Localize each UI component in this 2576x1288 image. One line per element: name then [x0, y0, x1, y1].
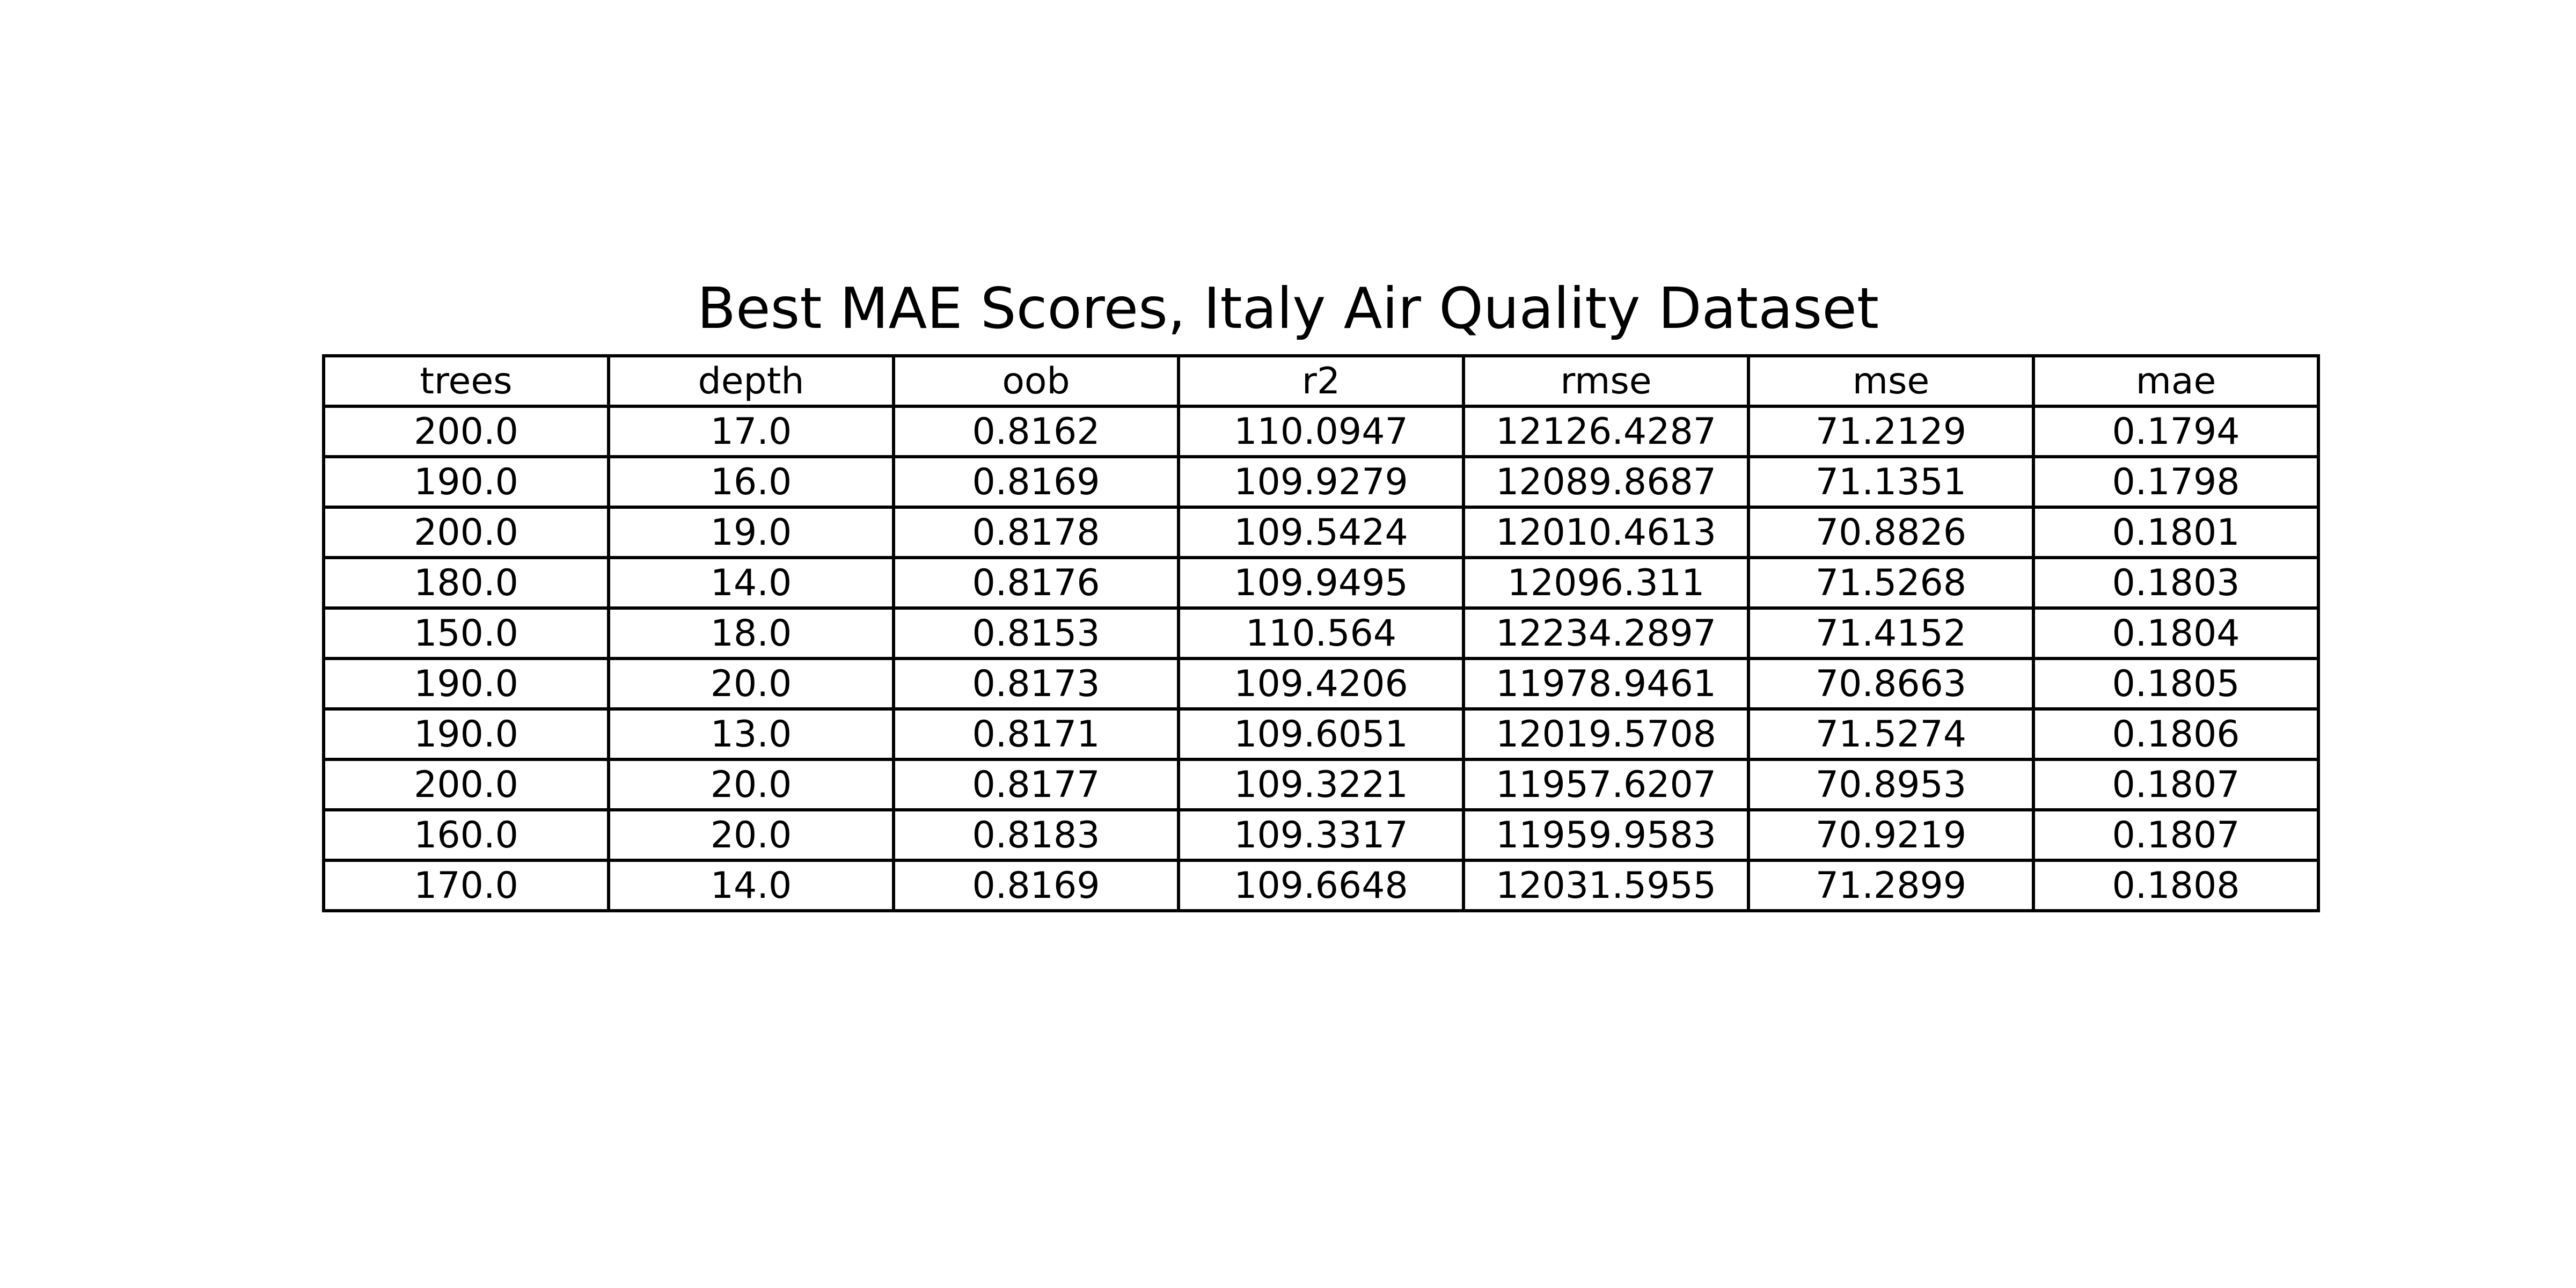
table-cell-depth: 20.0: [607, 758, 895, 811]
table-row: 190.0 20.0 0.8173 109.4206 11978.9461 70.8663…: [322, 657, 2320, 711]
table-cell-mse: 71.4152: [1747, 606, 2035, 660]
table-cell-depth: 19.0: [607, 506, 895, 559]
table-cell-rmse: 12031.5955: [1462, 859, 1750, 912]
table-cell-mae: 0.1808: [2032, 859, 2320, 912]
table-row: 180.0 14.0 0.8176 109.9495 12096.311 71.5268 0…: [322, 556, 2320, 610]
chart-title: Best MAE Scores, Italy Air Quality Datas…: [697, 276, 1879, 341]
table-cell-mae: 0.1804: [2032, 606, 2320, 660]
table-cell-oob: 0.8169: [892, 455, 1180, 509]
table-cell-depth: 17.0: [607, 405, 895, 458]
table-cell-trees: 150.0: [322, 606, 610, 660]
table-row: 150.0 18.0 0.8153 110.564 12234.2897 71.4152 0…: [322, 606, 2320, 660]
table-cell-oob: 0.8153: [892, 606, 1180, 660]
table-cell-rmse: 12089.8687: [1462, 455, 1750, 509]
table-cell-r2: 109.9495: [1177, 556, 1465, 610]
table-cell-mse: 71.5268: [1747, 556, 2035, 610]
table-cell-depth: 20.0: [607, 808, 895, 862]
table-row: 200.0 19.0 0.8178 109.5424 12010.4613 70.8826…: [322, 506, 2320, 559]
column-header-mse: mse: [1747, 354, 2035, 408]
table-cell-r2: 109.4206: [1177, 657, 1465, 711]
table-cell-rmse: 12019.5708: [1462, 707, 1750, 761]
table-header: trees depth oob r2 rmse mse mae: [322, 354, 2320, 408]
table-cell-depth: 18.0: [607, 606, 895, 660]
table-row: 170.0 14.0 0.8169 109.6648 12031.5955 71.2899…: [322, 859, 2320, 912]
header-row: trees depth oob r2 rmse mse mae: [322, 354, 2320, 408]
table-cell-mse: 70.8663: [1747, 657, 2035, 711]
table-cell-mae: 0.1807: [2032, 808, 2320, 862]
table-cell-mse: 70.9219: [1747, 808, 2035, 862]
table-cell-mae: 0.1794: [2032, 405, 2320, 458]
table-cell-depth: 13.0: [607, 707, 895, 761]
table-row: 190.0 13.0 0.8171 109.6051 12019.5708 71.5274…: [322, 707, 2320, 761]
table-cell-oob: 0.8173: [892, 657, 1180, 711]
column-header-r2: r2: [1177, 354, 1465, 408]
column-header-oob: oob: [892, 354, 1180, 408]
column-header-depth: depth: [607, 354, 895, 408]
table-cell-depth: 14.0: [607, 556, 895, 610]
table-cell-oob: 0.8176: [892, 556, 1180, 610]
table-cell-r2: 110.0947: [1177, 405, 1465, 458]
table-cell-r2: 109.5424: [1177, 506, 1465, 559]
table-cell-trees: 200.0: [322, 506, 610, 559]
table-cell-r2: 109.3317: [1177, 808, 1465, 862]
table-cell-mse: 71.1351: [1747, 455, 2035, 509]
table-cell-r2: 109.6648: [1177, 859, 1465, 912]
table-cell-trees: 190.0: [322, 657, 610, 711]
table-row: 190.0 16.0 0.8169 109.9279 12089.8687 71.1351…: [322, 455, 2320, 509]
table-cell-mse: 70.8953: [1747, 758, 2035, 811]
table-cell-depth: 14.0: [607, 859, 895, 912]
table-row: 200.0 20.0 0.8177 109.3221 11957.6207 70.8953…: [322, 758, 2320, 811]
table-cell-trees: 200.0: [322, 758, 610, 811]
table-cell-oob: 0.8171: [892, 707, 1180, 761]
table-cell-mse: 71.2129: [1747, 405, 2035, 458]
table-cell-mae: 0.1798: [2032, 455, 2320, 509]
results-table: trees depth oob r2 rmse mse mae 200.0 17.0 0.816…: [322, 354, 2320, 912]
table-cell-trees: 190.0: [322, 455, 610, 509]
table-cell-rmse: 11959.9583: [1462, 808, 1750, 862]
table-body: 200.0 17.0 0.8162 110.0947 12126.4287 71.2129…: [322, 405, 2320, 912]
table-cell-r2: 109.9279: [1177, 455, 1465, 509]
table-cell-depth: 20.0: [607, 657, 895, 711]
table-cell-mae: 0.1807: [2032, 758, 2320, 811]
table-cell-oob: 0.8183: [892, 808, 1180, 862]
table-cell-oob: 0.8178: [892, 506, 1180, 559]
table-cell-oob: 0.8169: [892, 859, 1180, 912]
table-row: 200.0 17.0 0.8162 110.0947 12126.4287 71.2129…: [322, 405, 2320, 458]
table-cell-rmse: 12126.4287: [1462, 405, 1750, 458]
table-cell-mae: 0.1805: [2032, 657, 2320, 711]
table-cell-trees: 200.0: [322, 405, 610, 458]
table-cell-mse: 71.2899: [1747, 859, 2035, 912]
table-cell-oob: 0.8177: [892, 758, 1180, 811]
table-cell-r2: 109.3221: [1177, 758, 1465, 811]
table-cell-rmse: 11978.9461: [1462, 657, 1750, 711]
table-cell-mse: 70.8826: [1747, 506, 2035, 559]
table-cell-trees: 160.0: [322, 808, 610, 862]
table-cell-mae: 0.1803: [2032, 556, 2320, 610]
table-cell-mae: 0.1806: [2032, 707, 2320, 761]
table-cell-rmse: 11957.6207: [1462, 758, 1750, 811]
table-cell-rmse: 12234.2897: [1462, 606, 1750, 660]
table-cell-depth: 16.0: [607, 455, 895, 509]
column-header-rmse: rmse: [1462, 354, 1750, 408]
table-row: 160.0 20.0 0.8183 109.3317 11959.9583 70.9219…: [322, 808, 2320, 862]
table-cell-rmse: 12096.311: [1462, 556, 1750, 610]
table-cell-r2: 109.6051: [1177, 707, 1465, 761]
table-cell-oob: 0.8162: [892, 405, 1180, 458]
column-header-trees: trees: [322, 354, 610, 408]
table-cell-mae: 0.1801: [2032, 506, 2320, 559]
table-cell-trees: 180.0: [322, 556, 610, 610]
table-cell-trees: 190.0: [322, 707, 610, 761]
table-cell-mse: 71.5274: [1747, 707, 2035, 761]
column-header-mae: mae: [2032, 354, 2320, 408]
table-cell-trees: 170.0: [322, 859, 610, 912]
table-cell-rmse: 12010.4613: [1462, 506, 1750, 559]
table-cell-r2: 110.564: [1177, 606, 1465, 660]
